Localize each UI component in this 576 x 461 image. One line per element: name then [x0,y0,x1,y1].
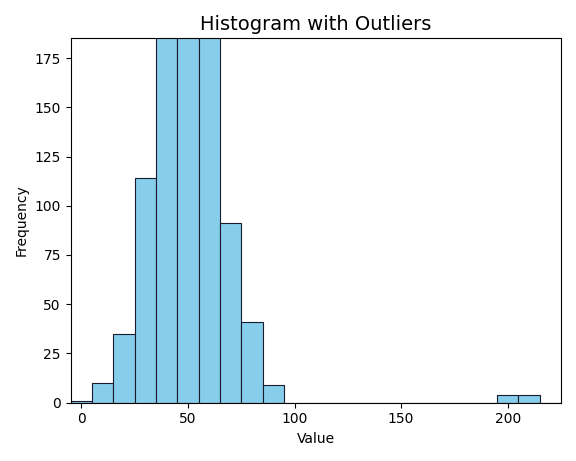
Bar [220,224,241,403]
Bar [263,385,284,403]
Bar [177,0,199,403]
Bar [71,401,92,403]
Title: Histogram with Outliers: Histogram with Outliers [200,15,431,34]
Bar [113,334,135,403]
Y-axis label: Frequency: Frequency [15,185,29,256]
Bar [497,395,518,403]
Bar [518,395,540,403]
Bar [92,383,113,403]
Bar [199,1,220,403]
Bar [241,322,263,403]
Bar [135,178,156,403]
X-axis label: Value: Value [297,432,335,446]
Bar [156,0,177,403]
